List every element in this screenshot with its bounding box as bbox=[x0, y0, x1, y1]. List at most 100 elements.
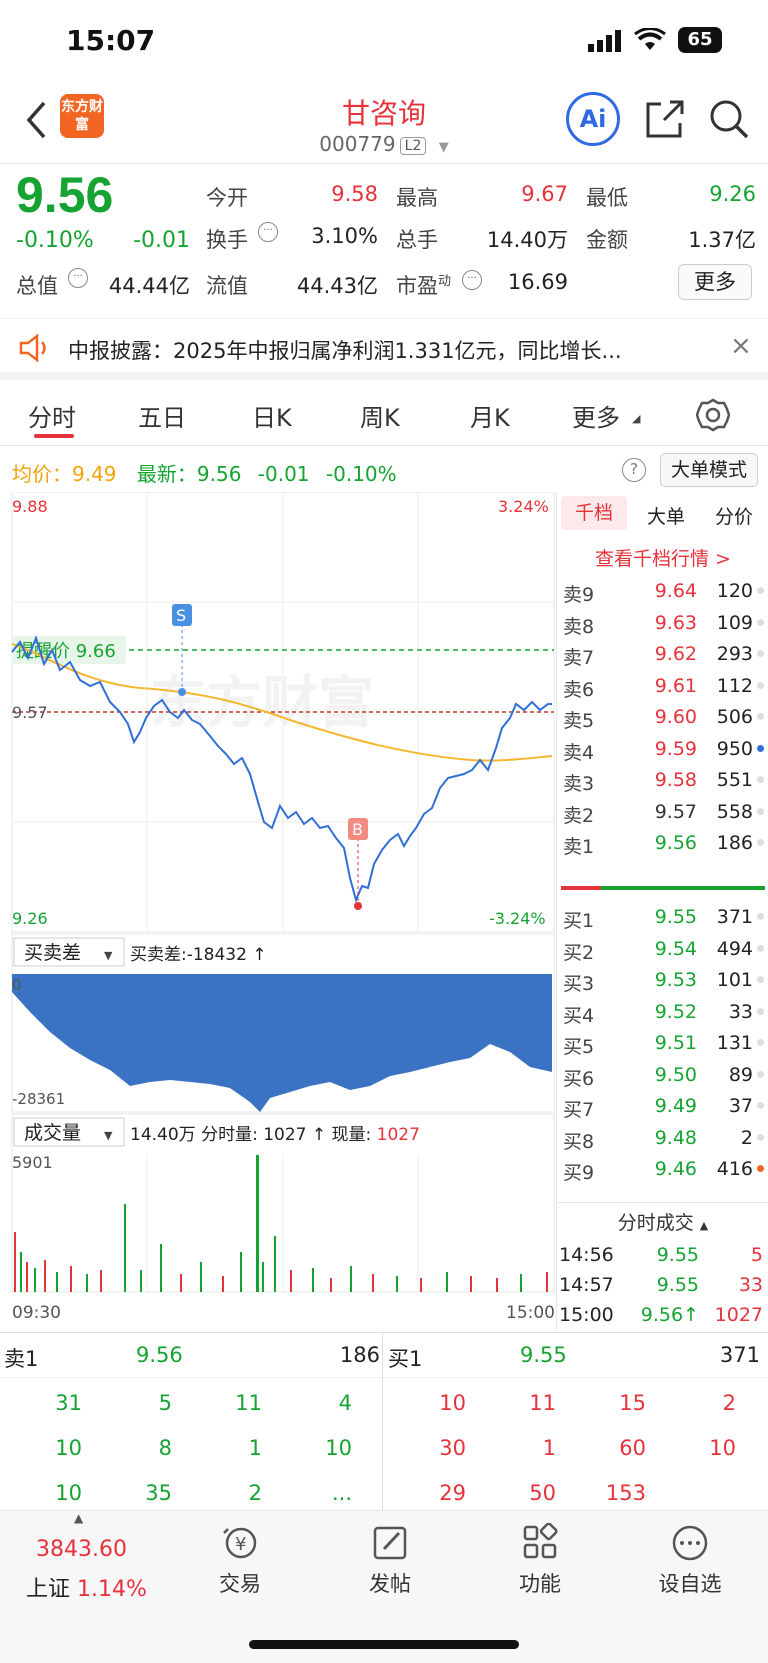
buy-price: 9.53 bbox=[654, 969, 697, 991]
status-dot-icon bbox=[757, 681, 764, 689]
buy-row[interactable]: 买8 9.48 2 bbox=[557, 1121, 768, 1154]
buy-label: 买5 bbox=[563, 1036, 595, 1058]
chart-svg: 东方财富 提醒价 9.66 9.88 3.24% 9.57 9.26 -3.24… bbox=[11, 491, 555, 1323]
status-time: 15:07 bbox=[66, 24, 156, 57]
sell-row[interactable]: 卖1 9.56 186 bbox=[557, 826, 768, 859]
status-bar: 15:07 65 bbox=[0, 0, 768, 84]
sell-row[interactable]: 卖3 9.58 551 bbox=[557, 763, 768, 796]
trades-title[interactable]: 分时成交 ▲ bbox=[617, 1212, 709, 1234]
tab-price-dist[interactable]: 分价 bbox=[714, 506, 753, 528]
stock-code-row[interactable]: 000779 L2 ▼ bbox=[0, 132, 768, 156]
buy-row[interactable]: 买2 9.54 494 bbox=[557, 932, 768, 965]
sell-volume: 112 bbox=[716, 674, 753, 697]
tab-weekly-k[interactable]: 周K bbox=[360, 404, 400, 432]
diff-summary: 买卖差:-18432 ↑ bbox=[130, 945, 267, 965]
mktcap-label: 总值 bbox=[16, 274, 58, 298]
buy-row[interactable]: 买5 9.51 131 bbox=[557, 1026, 768, 1059]
search-icon[interactable] bbox=[708, 98, 750, 140]
diff-top-label: 0 bbox=[12, 976, 22, 994]
tab-intraday[interactable]: 分时 bbox=[28, 404, 76, 432]
buy-row[interactable]: 买7 9.49 37 bbox=[557, 1089, 768, 1122]
nav-features[interactable]: 功能 bbox=[480, 1522, 600, 1598]
sell-row[interactable]: 卖5 9.60 506 bbox=[557, 700, 768, 733]
pe-value: 16.69 bbox=[507, 270, 568, 294]
sell-volume: 109 bbox=[716, 611, 753, 634]
float-value: 44.43亿 bbox=[296, 274, 378, 298]
buy-volume: 131 bbox=[716, 1032, 753, 1054]
status-dot-icon bbox=[757, 1039, 764, 1046]
sell-queue-cell: 10 bbox=[55, 1481, 82, 1505]
nav-add-watchlist[interactable]: 设自选 bbox=[630, 1523, 750, 1598]
status-dot-icon bbox=[757, 1133, 764, 1141]
turnover-label: 换手 bbox=[206, 228, 248, 252]
tab-daily-k[interactable]: 日K bbox=[252, 404, 292, 432]
sell-price: 9.64 bbox=[654, 580, 697, 602]
buy-volume: 416 bbox=[716, 1158, 753, 1180]
buy-row[interactable]: 买9 9.46 416 bbox=[557, 1152, 768, 1185]
back-icon[interactable] bbox=[24, 100, 48, 140]
trade-row: 15:00 9.56↑ 1027 bbox=[557, 1298, 768, 1331]
info-icon[interactable]: ··· bbox=[258, 222, 278, 242]
tab-big-orders[interactable]: 大单 bbox=[646, 506, 685, 528]
sell-row[interactable]: 卖7 9.62 293 bbox=[557, 637, 768, 670]
sell-volume: 950 bbox=[716, 737, 753, 760]
ratio-bar-green bbox=[601, 886, 765, 890]
index-name[interactable]: 上证 1.14% bbox=[26, 1577, 147, 1602]
tab-more[interactable]: 更多 bbox=[572, 404, 620, 432]
help-icon[interactable]: ? bbox=[622, 458, 646, 482]
sell-marker: S bbox=[176, 606, 186, 625]
info-icon[interactable]: ··· bbox=[462, 270, 482, 290]
status-dot-icon bbox=[757, 744, 764, 752]
depth-link[interactable]: 查看千档行情 > bbox=[595, 548, 731, 570]
sell-row[interactable]: 卖4 9.59 950 bbox=[557, 732, 768, 765]
sell-row[interactable]: 卖9 9.64 120 bbox=[557, 574, 768, 607]
trade-time: 14:56 bbox=[559, 1244, 614, 1266]
intraday-chart[interactable]: 东方财富 提醒价 9.66 9.88 3.24% 9.57 9.26 -3.24… bbox=[0, 491, 556, 1332]
buy-row[interactable]: 买1 9.55 371 bbox=[557, 900, 768, 933]
tab-depth[interactable]: 千档 bbox=[561, 496, 627, 530]
sell-row[interactable]: 卖2 9.57 558 bbox=[557, 795, 768, 828]
sell-volume: 551 bbox=[716, 769, 753, 791]
ai-assistant-icon[interactable]: Ai bbox=[566, 92, 620, 146]
trade-price: 9.55 bbox=[656, 1244, 699, 1266]
level-badge: L2 bbox=[399, 136, 427, 155]
buy-label: 买4 bbox=[563, 1004, 595, 1027]
settings-icon[interactable] bbox=[696, 398, 730, 432]
sell-row[interactable]: 卖8 9.63 109 bbox=[557, 606, 768, 639]
more-caret-icon: ◢ bbox=[632, 412, 641, 425]
notice-bar[interactable]: 中报披露：2025年中报归属净利润1.331亿元，同比增长... × bbox=[0, 318, 768, 380]
share-icon[interactable] bbox=[644, 98, 686, 140]
info-icon[interactable]: ··· bbox=[68, 268, 88, 288]
buy-price: 9.50 bbox=[654, 1063, 697, 1086]
sell-price: 9.60 bbox=[654, 706, 697, 728]
more-button[interactable]: 更多 bbox=[678, 264, 752, 300]
nav-post[interactable]: 发帖 bbox=[330, 1523, 450, 1598]
index-value[interactable]: 3843.60 bbox=[36, 1537, 127, 1562]
home-indicator[interactable] bbox=[249, 1640, 519, 1649]
status-dot-icon bbox=[757, 776, 764, 783]
avg-price-line bbox=[11, 643, 553, 762]
sell-queue-cell: 2 bbox=[248, 1481, 262, 1505]
ratio-bar-red bbox=[561, 886, 601, 890]
buy-label: 买3 bbox=[563, 973, 595, 995]
chart-watermark: 东方财富 bbox=[150, 671, 374, 736]
sell-row[interactable]: 卖6 9.61 112 bbox=[557, 669, 768, 702]
grid-icon bbox=[523, 1522, 558, 1559]
buy-price: 9.51 bbox=[654, 1032, 697, 1054]
eastmoney-logo[interactable]: 东方财富 bbox=[60, 94, 104, 138]
close-icon[interactable]: × bbox=[730, 331, 752, 361]
expand-caret-icon[interactable]: ▲ bbox=[74, 1511, 84, 1525]
battery-icon: 65 bbox=[678, 27, 722, 53]
big-order-mode-button[interactable]: 大单模式 bbox=[660, 453, 758, 487]
buy-row[interactable]: 买3 9.53 101 bbox=[557, 963, 768, 996]
buy-row[interactable]: 买6 9.50 89 bbox=[557, 1058, 768, 1091]
tab-monthly-k[interactable]: 月K bbox=[470, 404, 510, 432]
turnover-value: 3.10% bbox=[311, 224, 378, 248]
queue-sell1-price: 9.56 bbox=[136, 1343, 183, 1367]
buy-label: 买2 bbox=[563, 941, 595, 964]
tab-five-day[interactable]: 五日 bbox=[138, 404, 186, 432]
high-label: 最高 bbox=[396, 186, 438, 210]
diff-bottom-label: -28361 bbox=[12, 1090, 65, 1108]
nav-trade[interactable]: ¥ 交易 bbox=[180, 1523, 300, 1598]
buy-row[interactable]: 买4 9.52 33 bbox=[557, 995, 768, 1028]
